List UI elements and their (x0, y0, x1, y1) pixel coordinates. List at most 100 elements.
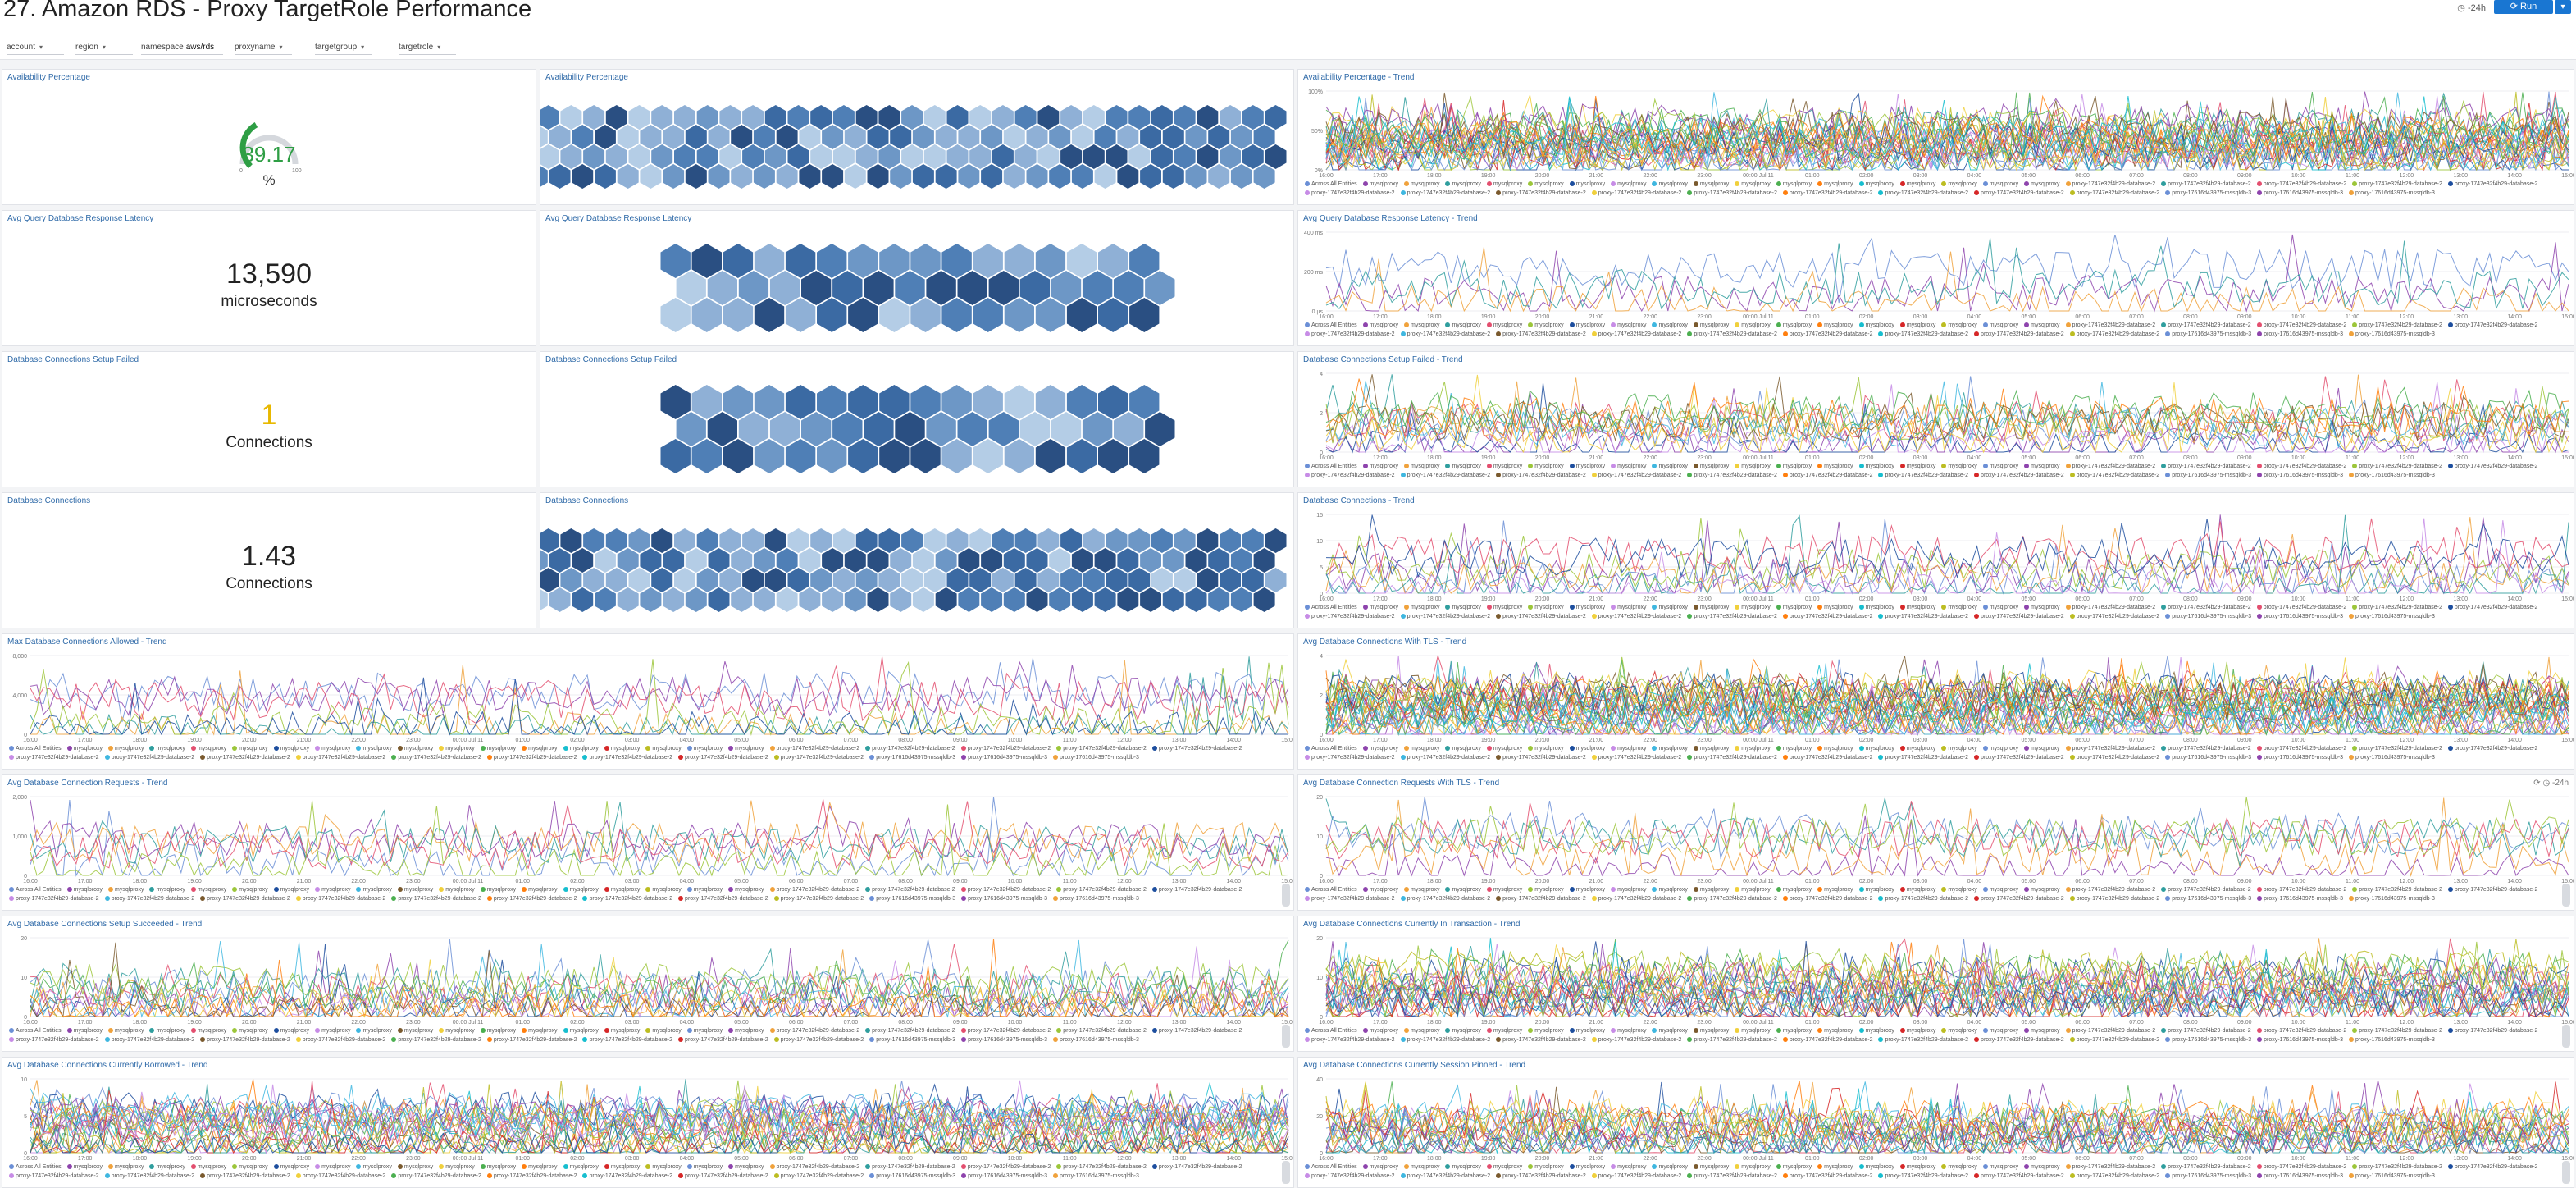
legend-item[interactable]: mysqlproxy (273, 1163, 309, 1172)
legend-item[interactable]: mysqlproxy (1735, 1163, 1771, 1172)
honeycomb-cell[interactable] (957, 271, 987, 305)
honeycomb-cell[interactable] (1035, 298, 1066, 332)
legend-item[interactable]: proxy-1747e32f4b29-database-2 (1687, 189, 1777, 198)
legend-item[interactable]: proxy-1747e32f4b29-database-2 (295, 1035, 385, 1044)
legend-item[interactable]: proxy-1747e32f4b29-database-2 (1305, 894, 1395, 903)
legend-item[interactable]: mysqlproxy (1817, 1163, 1853, 1172)
panel-requests-trend[interactable]: Avg Database Connection Requests - Trend… (2, 774, 1294, 911)
honeycomb-cell[interactable] (696, 528, 718, 553)
legend-item[interactable]: mysqlproxy (686, 885, 723, 894)
honeycomb-cell[interactable] (810, 528, 832, 553)
honeycomb-cell[interactable] (946, 528, 969, 553)
legend-item[interactable]: mysqlproxy (1899, 1026, 1935, 1035)
legend-item[interactable]: proxy-1747e32f4b29-database-2 (1591, 471, 1681, 480)
legend-item[interactable]: mysqlproxy (563, 1026, 599, 1035)
legend-scrollbar[interactable] (1282, 1025, 1290, 1048)
honeycomb-cell[interactable] (660, 244, 691, 278)
legend-item[interactable]: proxy-1747e32f4b29-database-2 (678, 1035, 768, 1044)
legend-item[interactable]: mysqlproxy (356, 744, 392, 753)
legend-item[interactable]: mysqlproxy (1817, 744, 1853, 753)
legend-item[interactable]: proxy-1747e32f4b29-database-2 (1974, 894, 2064, 903)
legend-item[interactable]: mysqlproxy (315, 744, 350, 753)
series-line[interactable] (1325, 959, 2569, 1018)
legend-item[interactable]: proxy-1747e32f4b29-database-2 (1878, 189, 1968, 198)
legend-item[interactable]: proxy-1747e32f4b29-database-2 (2069, 189, 2159, 198)
honeycomb-cell[interactable] (890, 125, 912, 149)
legend-item[interactable]: mysqlproxy (1652, 603, 1688, 612)
honeycomb-cell[interactable] (691, 244, 722, 278)
honeycomb-cell[interactable] (926, 271, 956, 305)
panel-setup-succeeded-trend[interactable]: Avg Database Connections Setup Succeeded… (2, 916, 1294, 1052)
series-line[interactable] (1325, 658, 2569, 726)
honeycomb-cell[interactable] (946, 568, 969, 592)
honeycomb-cell[interactable] (895, 271, 925, 305)
series-line[interactable] (30, 1080, 1289, 1145)
legend-item[interactable]: proxy-1747e32f4b29-database-2 (104, 753, 194, 762)
legend-item[interactable]: mysqlproxy (1652, 885, 1688, 894)
legend-item[interactable]: proxy-1747e32f4b29-database-2 (1782, 471, 1872, 480)
legend-item[interactable]: mysqlproxy (686, 744, 723, 753)
filter-proxyname[interactable]: proxyname ▾ (235, 41, 292, 55)
legend-item[interactable]: proxy-1747e32f4b29-database-2 (1782, 1172, 1872, 1181)
legend-item[interactable]: mysqlproxy (604, 1026, 640, 1035)
series-line[interactable] (30, 946, 1289, 1018)
legend-item[interactable]: mysqlproxy (563, 744, 599, 753)
honeycomb-cell[interactable] (817, 298, 847, 332)
legend-item[interactable]: proxy-1747e32f4b29-database-2 (1878, 612, 1968, 621)
legend-item[interactable]: proxy-17616d43975-mssqldb-3 (2165, 753, 2251, 762)
honeycomb-cell[interactable] (1230, 587, 1252, 612)
legend-item[interactable]: proxy-1747e32f4b29-database-2 (865, 744, 955, 753)
legend-item[interactable]: mysqlproxy (1858, 180, 1894, 189)
legend-item[interactable]: mysqlproxy (1445, 1163, 1481, 1172)
panel-setup-failed-trend[interactable]: Database Connections Setup Failed - Tren… (1297, 351, 2574, 487)
legend-item[interactable]: mysqlproxy (1528, 321, 1564, 330)
legend-item[interactable]: proxy-1747e32f4b29-database-2 (2161, 1163, 2251, 1172)
honeycomb-cell[interactable] (1129, 244, 1160, 278)
honeycomb-cell[interactable] (754, 385, 785, 419)
legend-item[interactable]: Across All Entities (1305, 603, 1357, 612)
series-line[interactable] (30, 948, 1289, 1018)
legend-item[interactable]: proxy-1747e32f4b29-database-2 (2069, 753, 2159, 762)
series-line[interactable] (1325, 815, 2569, 877)
honeycomb-cell[interactable] (1185, 164, 1207, 189)
legend-item[interactable]: proxy-1747e32f4b29-database-2 (2447, 321, 2537, 330)
honeycomb-cell[interactable] (992, 105, 1014, 130)
legend-item[interactable]: mysqlproxy (1693, 321, 1729, 330)
legend-item[interactable]: proxy-1747e32f4b29-database-2 (1151, 744, 1242, 753)
legend-item[interactable]: Across All Entities (1305, 180, 1357, 189)
honeycomb-cell[interactable] (973, 385, 1003, 419)
legend-item[interactable]: mysqlproxy (522, 1163, 558, 1172)
legend-item[interactable]: proxy-1747e32f4b29-database-2 (2352, 462, 2442, 471)
honeycomb-cell[interactable] (549, 125, 571, 149)
series-line[interactable] (1325, 381, 2569, 449)
honeycomb-cell[interactable] (769, 412, 800, 446)
legend-item[interactable]: proxy-1747e32f4b29-database-2 (2256, 1163, 2346, 1172)
honeycomb-cell[interactable] (685, 587, 707, 612)
legend-item[interactable]: proxy-1747e32f4b29-database-2 (960, 885, 1051, 894)
honeycomb-cell[interactable] (1082, 271, 1113, 305)
legend-item[interactable]: mysqlproxy (1569, 885, 1605, 894)
honeycomb-cell[interactable] (1230, 125, 1252, 149)
honeycomb-cell[interactable] (878, 105, 900, 130)
honeycomb-cell[interactable] (651, 144, 673, 169)
series-line[interactable] (1325, 940, 2569, 1018)
legend-item[interactable]: proxy-17616d43975-mssqldb-3 (961, 894, 1047, 903)
honeycomb-cell[interactable] (822, 548, 844, 573)
legend-item[interactable]: mysqlproxy (1941, 744, 1977, 753)
legend-item[interactable]: mysqlproxy (1528, 885, 1564, 894)
honeycomb-cell[interactable] (785, 244, 816, 278)
panel-borrowed-trend[interactable]: Avg Database Connections Currently Borro… (2, 1057, 1294, 1188)
legend-item[interactable]: proxy-1747e32f4b29-database-2 (1782, 612, 1872, 621)
honeycomb-cell[interactable] (1082, 412, 1113, 446)
series-line[interactable] (30, 939, 1289, 1018)
honeycomb-cell[interactable] (691, 298, 722, 332)
honeycomb-cell[interactable] (879, 439, 910, 473)
honeycomb-cell[interactable] (1128, 144, 1151, 169)
honeycomb-cell[interactable] (776, 125, 798, 149)
legend-item[interactable]: proxy-1747e32f4b29-database-2 (2256, 1026, 2346, 1035)
legend-item[interactable]: proxy-1747e32f4b29-database-2 (1974, 189, 2064, 198)
legend-item[interactable]: proxy-17616d43975-mssqldb-3 (2257, 330, 2343, 339)
legend-item[interactable]: mysqlproxy (397, 1026, 433, 1035)
honeycomb-cell[interactable] (1051, 271, 1082, 305)
honeycomb-cell[interactable] (992, 144, 1014, 169)
